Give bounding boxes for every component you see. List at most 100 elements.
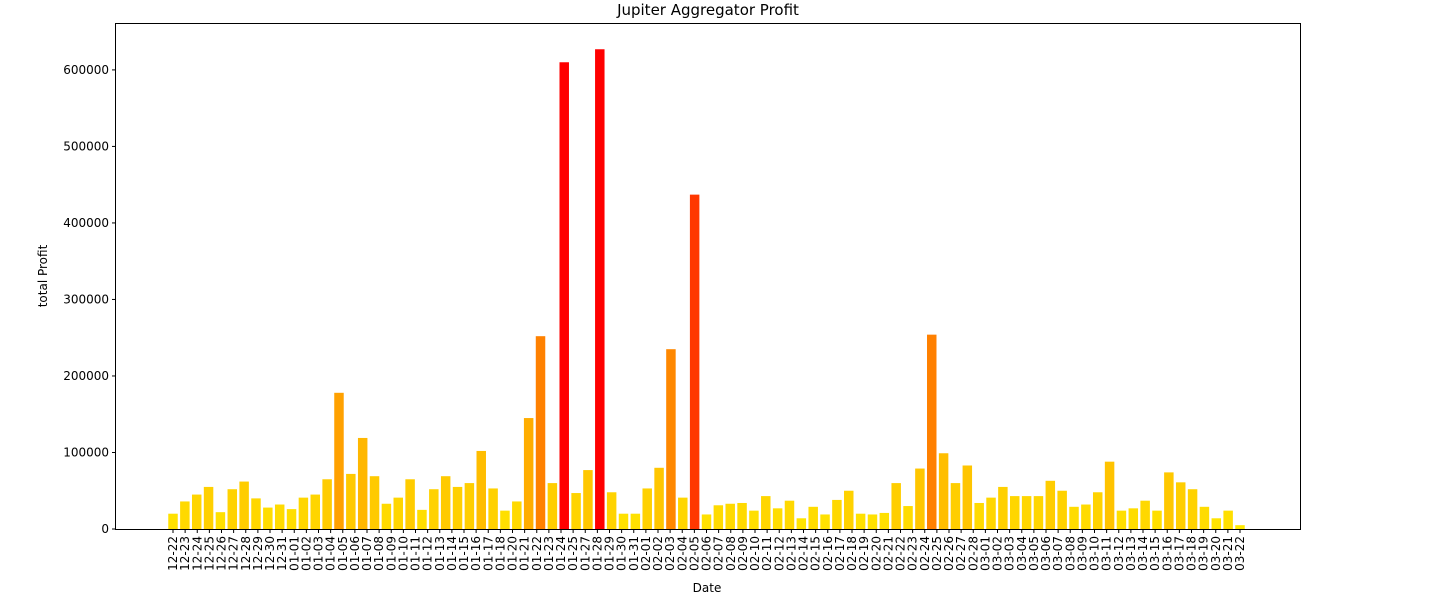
x-tick-label: 02-04 xyxy=(675,536,689,571)
x-tick-label: 02-28 xyxy=(966,536,980,571)
x-tick-label: 03-01 xyxy=(978,536,992,571)
bar-12-24 xyxy=(191,494,202,529)
bar-02-25 xyxy=(938,453,949,529)
bar-12-25 xyxy=(203,486,214,529)
bar-01-03 xyxy=(310,494,320,529)
bar-03-22 xyxy=(1235,525,1245,529)
x-tick-label: 01-12 xyxy=(421,536,435,571)
x-tick-label: 02-16 xyxy=(821,536,835,571)
bar-02-15 xyxy=(820,514,830,529)
bar-01-16 xyxy=(464,483,475,529)
bar-03-08 xyxy=(1069,506,1079,529)
x-tick-label: 01-21 xyxy=(518,536,532,571)
bar-03-13 xyxy=(1128,508,1139,529)
bar-12-26 xyxy=(215,512,226,529)
bar-01-30 xyxy=(630,513,641,529)
x-tick-label: 02-23 xyxy=(906,536,920,571)
y-tick-label: 500000 xyxy=(63,139,109,153)
bar-02-08 xyxy=(737,502,747,529)
x-tick-label: 02-08 xyxy=(724,536,738,571)
bar-01-05 xyxy=(334,392,344,529)
bar-01-08 xyxy=(369,476,380,529)
bar-01-20 xyxy=(512,501,522,529)
x-tick-label: 02-06 xyxy=(700,536,714,571)
bar-02-06 xyxy=(713,505,724,529)
x-tick-label: 03-02 xyxy=(991,536,1005,571)
bar-01-28 xyxy=(606,492,617,529)
bar-12-22 xyxy=(168,513,178,529)
x-tick-label: 01-20 xyxy=(506,536,520,571)
bar-03-19 xyxy=(1199,506,1210,529)
x-tick-label: 01-23 xyxy=(542,536,556,571)
x-tick-label: 03-04 xyxy=(1015,536,1029,571)
x-tick-label: 03-09 xyxy=(1075,536,1089,571)
bar-03-09 xyxy=(1081,504,1091,529)
bar-02-04 xyxy=(689,194,700,529)
bar-01-01 xyxy=(286,509,297,529)
x-tick-label: 02-10 xyxy=(748,536,762,571)
bar-03-12 xyxy=(1116,510,1127,529)
x-axis-label: Date xyxy=(693,581,722,595)
bar-01-14 xyxy=(440,476,451,529)
x-tick-label: 02-18 xyxy=(845,536,859,571)
x-tick-label: 03-20 xyxy=(1209,536,1223,571)
x-tick-label: 02-07 xyxy=(712,536,726,571)
x-tick-label: 02-19 xyxy=(857,536,871,571)
bar-01-09 xyxy=(381,503,392,529)
bar-02-01 xyxy=(654,467,664,529)
bar-01-31 xyxy=(642,488,652,529)
x-tick-label: 12-25 xyxy=(202,536,216,571)
x-tick-label: 01-14 xyxy=(445,536,459,571)
bar-02-11 xyxy=(772,508,783,529)
bar-03-05 xyxy=(1033,496,1044,529)
x-tick-label: 01-06 xyxy=(348,536,362,571)
y-tick-label: 0 xyxy=(101,522,109,536)
y-tick-label: 600000 xyxy=(63,63,109,77)
x-tick-label: 03-12 xyxy=(1112,536,1126,571)
x-tick-label: 02-05 xyxy=(687,536,701,571)
bar-12-27 xyxy=(227,489,238,529)
x-tick-label: 12-31 xyxy=(275,536,289,571)
x-tick-label: 03-06 xyxy=(1039,536,1053,571)
x-tick-label: 01-18 xyxy=(493,536,507,571)
bar-02-26 xyxy=(950,483,961,529)
bar-03-18 xyxy=(1187,489,1198,529)
bar-02-22 xyxy=(903,506,913,529)
bar-02-18 xyxy=(855,513,866,529)
bar-02-09 xyxy=(749,510,759,529)
bar-01-07 xyxy=(357,437,368,529)
bar-03-10 xyxy=(1092,492,1103,529)
x-tick-label: 01-09 xyxy=(384,536,398,571)
bar-01-21 xyxy=(523,418,534,529)
bar-12-30 xyxy=(263,507,273,529)
x-tick-label: 12-28 xyxy=(239,536,253,571)
x-tick-label: 03-16 xyxy=(1160,536,1174,571)
bar-02-16 xyxy=(832,499,842,529)
x-tick-label: 01-22 xyxy=(530,536,544,571)
x-tick-label: 01-17 xyxy=(481,536,495,571)
x-tick-label: 12-30 xyxy=(263,536,277,571)
bar-03-14 xyxy=(1140,500,1150,529)
bar-01-24 xyxy=(559,62,569,529)
bar-01-04 xyxy=(322,479,332,529)
bar-01-06 xyxy=(346,473,356,529)
x-tick-label: 03-08 xyxy=(1063,536,1077,571)
x-tick-label: 02-24 xyxy=(918,536,932,571)
bar-02-24 xyxy=(927,334,937,529)
bar-01-17 xyxy=(476,450,486,529)
x-tick-label: 12-29 xyxy=(251,536,265,571)
x-tick-label: 12-27 xyxy=(227,536,241,571)
x-tick-label: 01-31 xyxy=(627,536,641,571)
x-tick-label: 01-08 xyxy=(372,536,386,571)
bar-02-07 xyxy=(725,503,735,529)
x-tick-label: 01-03 xyxy=(312,536,326,571)
bar-03-07 xyxy=(1057,490,1067,529)
x-tick-label: 03-17 xyxy=(1172,536,1186,571)
x-tick-label: 01-28 xyxy=(590,536,604,571)
x-tick-label: 03-11 xyxy=(1100,536,1114,571)
bar-12-23 xyxy=(180,501,190,529)
bar-02-02 xyxy=(666,349,676,529)
x-tick-label: 03-21 xyxy=(1221,536,1235,571)
bar-03-04 xyxy=(1021,496,1032,529)
